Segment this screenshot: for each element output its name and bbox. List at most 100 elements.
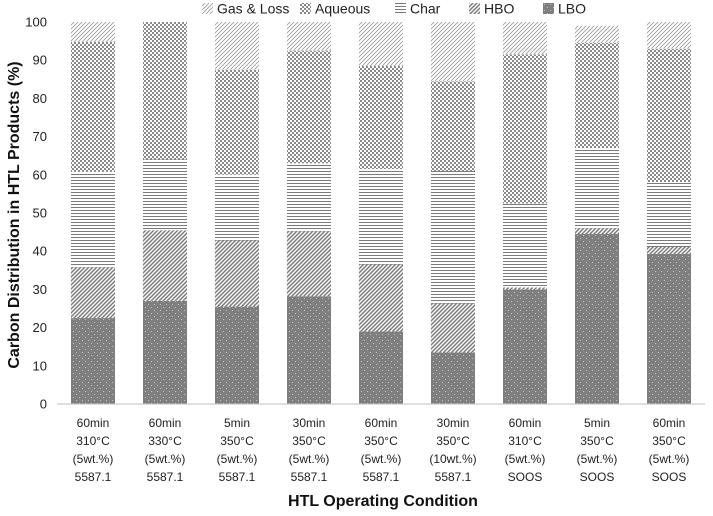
x-tick-label: 60min — [149, 416, 182, 430]
bar-segment-char — [71, 171, 115, 268]
bar-segment-hbo — [215, 240, 259, 307]
legend-label-lbo: LBO — [558, 1, 586, 17]
bar-segment-char — [215, 174, 259, 241]
y-tick-label: 100 — [25, 15, 47, 30]
legend-swatch-hbo — [469, 3, 480, 14]
bar-segment-hbo — [503, 287, 547, 290]
y-tick-label: 50 — [33, 206, 47, 221]
legend-swatch-lbo — [543, 3, 554, 14]
bar-segment-lbo — [287, 296, 331, 404]
bar-segment-hbo — [71, 267, 115, 319]
x-tick-label: (5wt.%) — [361, 452, 402, 466]
bar-segment-hbo — [431, 303, 475, 353]
x-tick-label: (5wt.%) — [505, 452, 546, 466]
x-tick-label: (5wt.%) — [577, 452, 618, 466]
bar-segment-aqueous — [71, 41, 115, 172]
x-tick-label: (10wt.%) — [429, 452, 476, 466]
x-tick-label: SOOS — [580, 470, 615, 484]
bar-segment-aqueous — [575, 43, 619, 149]
bar-segment-hbo — [575, 228, 619, 235]
y-axis: 0 10 20 30 40 50 60 70 80 90 100 — [25, 15, 47, 412]
x-tick-label: (5wt.%) — [289, 452, 330, 466]
bar-segment-char — [647, 182, 691, 247]
bar-segment-gas-loss — [287, 22, 331, 51]
bar-segment-gas-loss — [575, 25, 619, 44]
y-tick-label: 80 — [33, 91, 47, 106]
x-tick-label: (5wt.%) — [649, 452, 690, 466]
bar-segment-lbo — [359, 331, 403, 404]
bar-segment-aqueous — [647, 48, 691, 183]
bar-segment-lbo — [143, 300, 187, 404]
x-tick-label: 5587.1 — [219, 470, 256, 484]
x-tick-label: 350°C — [436, 434, 470, 448]
x-tick-label: 60min — [509, 416, 542, 430]
x-tick-label: 5min — [584, 416, 610, 430]
x-axis-title: HTL Operating Condition — [288, 493, 478, 510]
bar-segment-aqueous — [143, 22, 187, 160]
bar-segment-hbo — [359, 264, 403, 332]
x-tick-label: 330°C — [148, 434, 182, 448]
x-tick-label: 30min — [437, 416, 470, 430]
y-tick-label: 70 — [33, 129, 47, 144]
x-tick-label: 60min — [365, 416, 398, 430]
bar-segment-hbo — [647, 246, 691, 254]
bar-segment-char — [287, 163, 331, 232]
y-tick-label: 60 — [33, 167, 47, 182]
bar-segment-lbo — [503, 289, 547, 404]
bar-segment-hbo — [287, 231, 331, 297]
x-tick-label: 5587.1 — [435, 470, 472, 484]
x-tick-label: 350°C — [292, 434, 326, 448]
bar-segment-gas-loss — [431, 22, 475, 82]
x-tick-label: 350°C — [220, 434, 254, 448]
x-tick-label: 5587.1 — [147, 470, 184, 484]
legend-swatch-gas-loss — [202, 3, 213, 14]
x-axis: 60min 310°C (5wt.%) 5587.1 60min 330°C (5wt.%)… — [57, 403, 705, 484]
x-tick-label: 60min — [77, 416, 110, 430]
x-tick-label: 5587.1 — [363, 470, 400, 484]
x-tick-label: 350°C — [364, 434, 398, 448]
y-tick-label: 10 — [33, 358, 47, 373]
bar-segment-aqueous — [287, 50, 331, 164]
x-tick-label: 350°C — [652, 434, 686, 448]
bar-segment-lbo — [647, 253, 691, 404]
legend-label-char: Char — [410, 1, 441, 17]
bar-segment-lbo — [431, 352, 475, 404]
bar-segment-char — [503, 203, 547, 288]
bar-segment-char — [143, 159, 187, 231]
bar-segment-char — [359, 169, 403, 265]
y-tick-label: 40 — [33, 244, 47, 259]
bar-segment-gas-loss — [503, 22, 547, 55]
x-tick-label: (5wt.%) — [73, 452, 114, 466]
x-tick-label: 310°C — [508, 434, 542, 448]
legend-label-hbo: HBO — [484, 1, 514, 17]
y-tick-label: 0 — [40, 397, 47, 412]
bar-segment-hbo — [143, 230, 187, 301]
legend-label-aqueous: Aqueous — [315, 1, 370, 17]
x-tick-label: 5587.1 — [75, 470, 112, 484]
x-tick-label: 310°C — [76, 434, 110, 448]
bar-segment-aqueous — [503, 54, 547, 204]
legend: Gas & Loss Aqueous Char HBO LBO — [202, 1, 586, 17]
x-tick-label: 60min — [653, 416, 686, 430]
y-tick-label: 20 — [33, 320, 47, 335]
bar-segment-aqueous — [215, 69, 259, 175]
bars — [71, 22, 691, 404]
x-tick-label: 350°C — [580, 434, 614, 448]
y-tick-label: 30 — [33, 282, 47, 297]
bar-segment-aqueous — [359, 65, 403, 170]
legend-swatch-char — [395, 3, 406, 14]
x-tick-label: 5587.1 — [291, 470, 328, 484]
x-tick-label: SOOS — [652, 470, 687, 484]
legend-swatch-aqueous — [300, 3, 311, 14]
y-tick-label: 90 — [33, 53, 47, 68]
bar-segment-gas-loss — [71, 22, 115, 42]
bar-segment-lbo — [71, 318, 115, 404]
bar-segment-char — [575, 148, 619, 229]
bar-segment-lbo — [575, 234, 619, 404]
legend-label-gas-loss: Gas & Loss — [217, 1, 289, 17]
x-tick-label: (5wt.%) — [217, 452, 258, 466]
x-tick-label: SOOS — [508, 470, 543, 484]
bar-segment-gas-loss — [647, 22, 691, 49]
bar-segment-gas-loss — [215, 22, 259, 70]
